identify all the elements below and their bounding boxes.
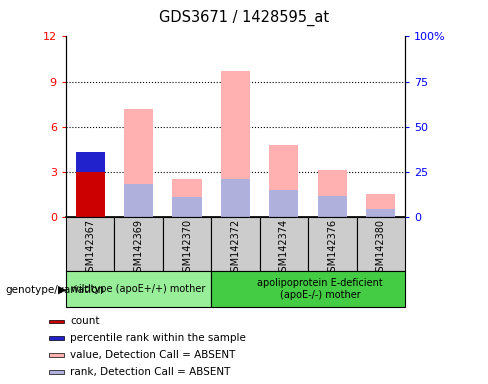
Bar: [49, 336, 64, 340]
Bar: [221, 179, 250, 217]
Bar: [114, 217, 163, 271]
Bar: [172, 179, 202, 217]
Bar: [76, 172, 104, 217]
Bar: [66, 271, 211, 307]
Text: rank, Detection Call = ABSENT: rank, Detection Call = ABSENT: [70, 367, 231, 377]
Bar: [318, 170, 347, 217]
Text: ▶: ▶: [58, 285, 66, 295]
Bar: [49, 319, 64, 323]
Text: GDS3671 / 1428595_at: GDS3671 / 1428595_at: [159, 10, 329, 26]
Text: wildtype (apoE+/+) mother: wildtype (apoE+/+) mother: [71, 284, 206, 294]
Text: GSM142376: GSM142376: [327, 219, 337, 278]
Bar: [49, 370, 64, 374]
Bar: [124, 184, 153, 217]
Text: GSM142374: GSM142374: [279, 219, 289, 278]
Text: genotype/variation: genotype/variation: [5, 285, 104, 295]
Text: percentile rank within the sample: percentile rank within the sample: [70, 333, 246, 343]
Bar: [366, 194, 395, 217]
Bar: [260, 217, 308, 271]
Bar: [124, 109, 153, 217]
Text: count: count: [70, 316, 100, 326]
Text: GSM142367: GSM142367: [85, 219, 95, 278]
Text: GSM142369: GSM142369: [134, 219, 143, 278]
Bar: [211, 271, 405, 307]
Text: GSM142372: GSM142372: [230, 219, 241, 278]
Bar: [76, 152, 104, 172]
Text: GSM142380: GSM142380: [376, 219, 386, 278]
Text: GSM142370: GSM142370: [182, 219, 192, 278]
Text: apolipoprotein E-deficient
(apoE-/-) mother: apolipoprotein E-deficient (apoE-/-) mot…: [257, 278, 383, 300]
Text: value, Detection Call = ABSENT: value, Detection Call = ABSENT: [70, 350, 236, 360]
Bar: [172, 197, 202, 217]
Bar: [269, 190, 299, 217]
Bar: [357, 217, 405, 271]
Bar: [163, 217, 211, 271]
Bar: [318, 196, 347, 217]
Bar: [66, 217, 114, 271]
Bar: [211, 217, 260, 271]
Bar: [366, 209, 395, 217]
Bar: [221, 71, 250, 217]
Bar: [308, 217, 357, 271]
Bar: [49, 353, 64, 357]
Bar: [269, 145, 299, 217]
